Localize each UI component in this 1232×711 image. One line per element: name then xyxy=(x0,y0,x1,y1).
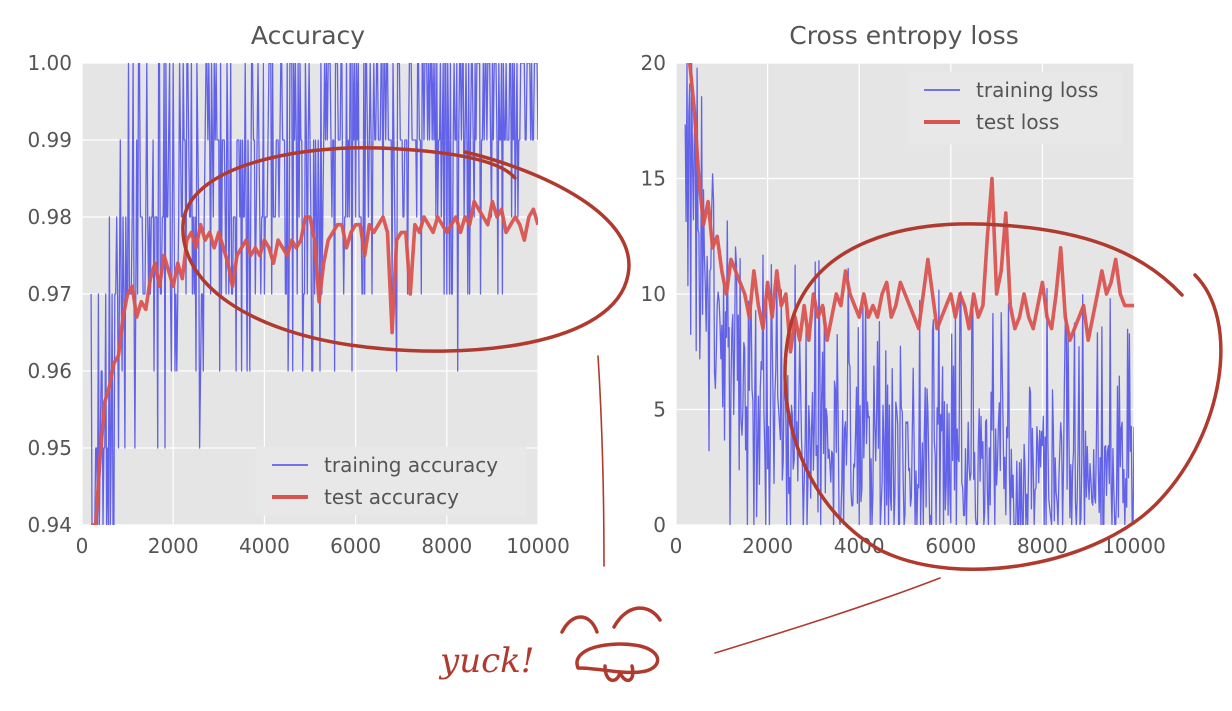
accuracy-pointer-line xyxy=(597,355,605,567)
loss-pointer-line xyxy=(714,577,941,654)
training-series-line xyxy=(90,63,538,525)
y-tick-label: 20 xyxy=(641,51,666,75)
loss-chart: Cross entropy loss 0 2000 4000 6000 8000 1000… xyxy=(641,21,1166,558)
x-tick-label: 0 xyxy=(670,534,683,558)
unimpressed-face-doodle-icon xyxy=(560,606,662,682)
y-tick-label: 0.97 xyxy=(27,282,72,306)
legend-entry: test accuracy xyxy=(324,485,459,509)
legend-box xyxy=(255,446,527,516)
y-tick-label: 0.99 xyxy=(27,128,72,152)
legend-box xyxy=(907,71,1123,145)
loss-series xyxy=(684,63,1134,525)
training-series-line xyxy=(684,63,1134,525)
x-tick-label: 4000 xyxy=(239,534,290,558)
nostrils xyxy=(603,664,635,682)
accuracy-tick-labels: 0 2000 4000 6000 8000 10000 0.94 0.95 0.96 0.97 0.… xyxy=(27,51,569,558)
accuracy-legend: training accuracy test accuracy xyxy=(255,446,527,516)
legend-entry: training accuracy xyxy=(324,453,498,477)
yuck-note: yuck! xyxy=(438,641,534,681)
y-tick-label: 0.98 xyxy=(27,205,72,229)
y-tick-label: 0 xyxy=(653,513,666,537)
x-tick-label: 10000 xyxy=(506,534,570,558)
loss-legend: training loss test loss xyxy=(907,71,1123,145)
accuracy-chart-title: Accuracy xyxy=(251,21,365,50)
x-tick-label: 2000 xyxy=(148,534,199,558)
left-eyebrow xyxy=(560,615,599,634)
y-tick-label: 15 xyxy=(641,167,666,191)
right-eyebrow xyxy=(612,606,662,629)
legend-entry: training loss xyxy=(976,78,1098,102)
y-tick-label: 0.94 xyxy=(27,513,72,537)
test-series-line xyxy=(91,199,538,525)
loss-chart-title: Cross entropy loss xyxy=(789,21,1018,50)
accuracy-circle-scribble xyxy=(181,145,631,353)
x-tick-label: 0 xyxy=(76,534,89,558)
loss-circle-scribble xyxy=(783,222,1223,572)
x-tick-label: 6000 xyxy=(330,534,381,558)
x-tick-label: 10000 xyxy=(1102,534,1166,558)
x-tick-label: 6000 xyxy=(925,534,976,558)
y-tick-label: 0.95 xyxy=(27,436,72,460)
hand-annotations: yuck! xyxy=(181,145,1223,682)
x-tick-label: 8000 xyxy=(421,534,472,558)
y-tick-label: 5 xyxy=(653,398,666,422)
accuracy-series xyxy=(90,63,538,525)
y-tick-label: 10 xyxy=(641,282,666,306)
x-tick-label: 2000 xyxy=(742,534,793,558)
accuracy-chart: Accuracy 0 2000 4000 6000 8000 100000.940.950… xyxy=(27,21,569,558)
nose xyxy=(575,642,660,675)
test-series-line xyxy=(687,63,1134,354)
x-tick-label: 8000 xyxy=(1017,534,1068,558)
y-tick-label: 0.96 xyxy=(27,359,72,383)
legend-entry: test loss xyxy=(976,110,1059,134)
y-tick-label: 1.00 xyxy=(27,51,72,75)
